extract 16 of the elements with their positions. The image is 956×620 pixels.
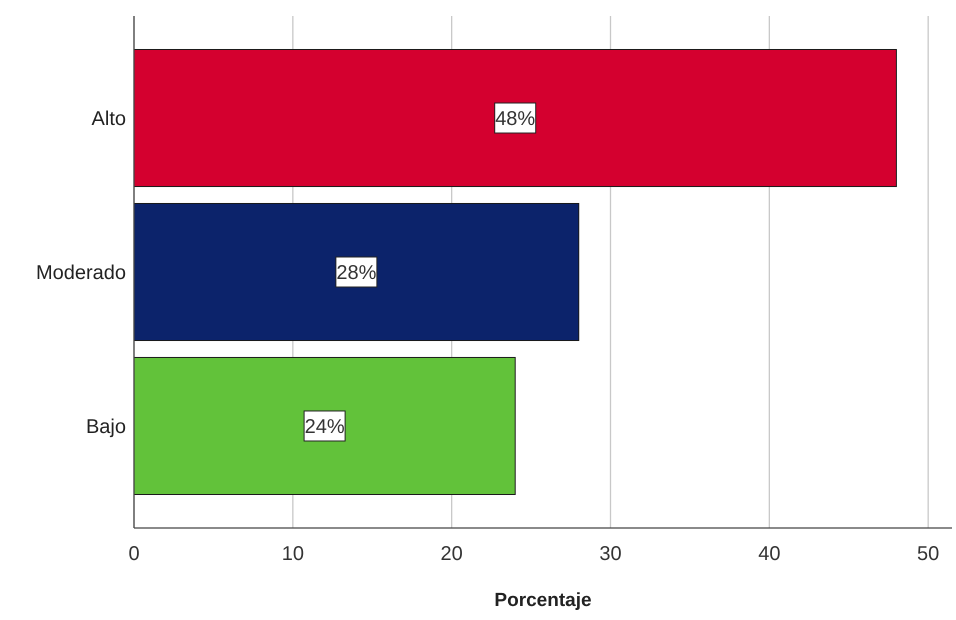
x-tick-label: 40 — [758, 543, 780, 565]
data-label: 24% — [304, 416, 345, 438]
y-tick-label: Bajo — [86, 416, 126, 438]
bar — [134, 48, 897, 188]
bar — [134, 202, 580, 342]
x-axis-title: Porcentaje — [494, 590, 592, 611]
x-tick-label: 30 — [599, 543, 622, 565]
bar — [134, 356, 516, 496]
y-tick-label: Alto — [92, 108, 126, 130]
x-tick-label: 10 — [282, 543, 304, 565]
x-tick-label: 20 — [440, 543, 463, 565]
y-tick-label: Moderado — [36, 262, 126, 284]
x-tick-label: 0 — [128, 543, 140, 565]
x-tick-label: 50 — [917, 543, 940, 565]
data-label: 28% — [336, 262, 377, 284]
data-label: 48% — [495, 108, 536, 130]
